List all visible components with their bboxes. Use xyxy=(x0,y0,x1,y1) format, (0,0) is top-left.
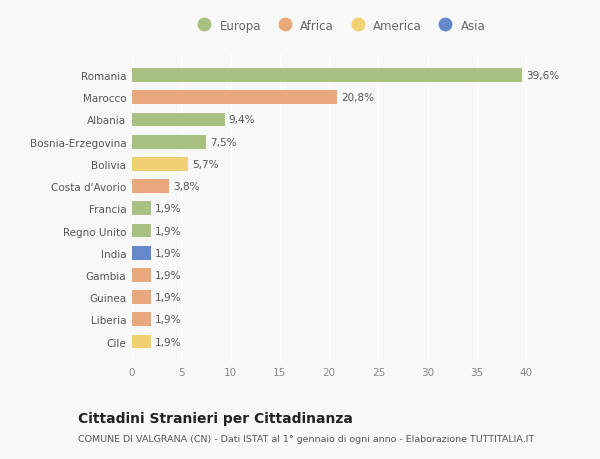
Bar xyxy=(132,180,169,194)
Bar xyxy=(132,313,151,326)
Bar xyxy=(132,335,151,349)
Text: 1,9%: 1,9% xyxy=(155,270,181,280)
Bar xyxy=(132,202,151,216)
Text: 20,8%: 20,8% xyxy=(341,93,374,103)
Text: 39,6%: 39,6% xyxy=(526,71,559,81)
Bar xyxy=(132,291,151,304)
Text: COMUNE DI VALGRANA (CN) - Dati ISTAT al 1° gennaio di ogni anno - Elaborazione T: COMUNE DI VALGRANA (CN) - Dati ISTAT al … xyxy=(78,434,534,443)
Bar xyxy=(132,135,206,149)
Text: 1,9%: 1,9% xyxy=(155,292,181,302)
Bar xyxy=(132,246,151,260)
Text: 1,9%: 1,9% xyxy=(155,204,181,214)
Text: 9,4%: 9,4% xyxy=(229,115,255,125)
Text: 1,9%: 1,9% xyxy=(155,314,181,325)
Text: 1,9%: 1,9% xyxy=(155,226,181,236)
Text: Cittadini Stranieri per Cittadinanza: Cittadini Stranieri per Cittadinanza xyxy=(78,411,353,425)
Bar xyxy=(132,158,188,171)
Bar xyxy=(132,69,523,83)
Bar xyxy=(132,91,337,105)
Bar xyxy=(132,113,224,127)
Text: 5,7%: 5,7% xyxy=(192,160,218,169)
Text: 1,9%: 1,9% xyxy=(155,337,181,347)
Text: 7,5%: 7,5% xyxy=(210,137,236,147)
Bar xyxy=(132,269,151,282)
Text: 3,8%: 3,8% xyxy=(173,182,200,192)
Bar xyxy=(132,224,151,238)
Text: 1,9%: 1,9% xyxy=(155,248,181,258)
Legend: Europa, Africa, America, Asia: Europa, Africa, America, Asia xyxy=(188,15,490,37)
